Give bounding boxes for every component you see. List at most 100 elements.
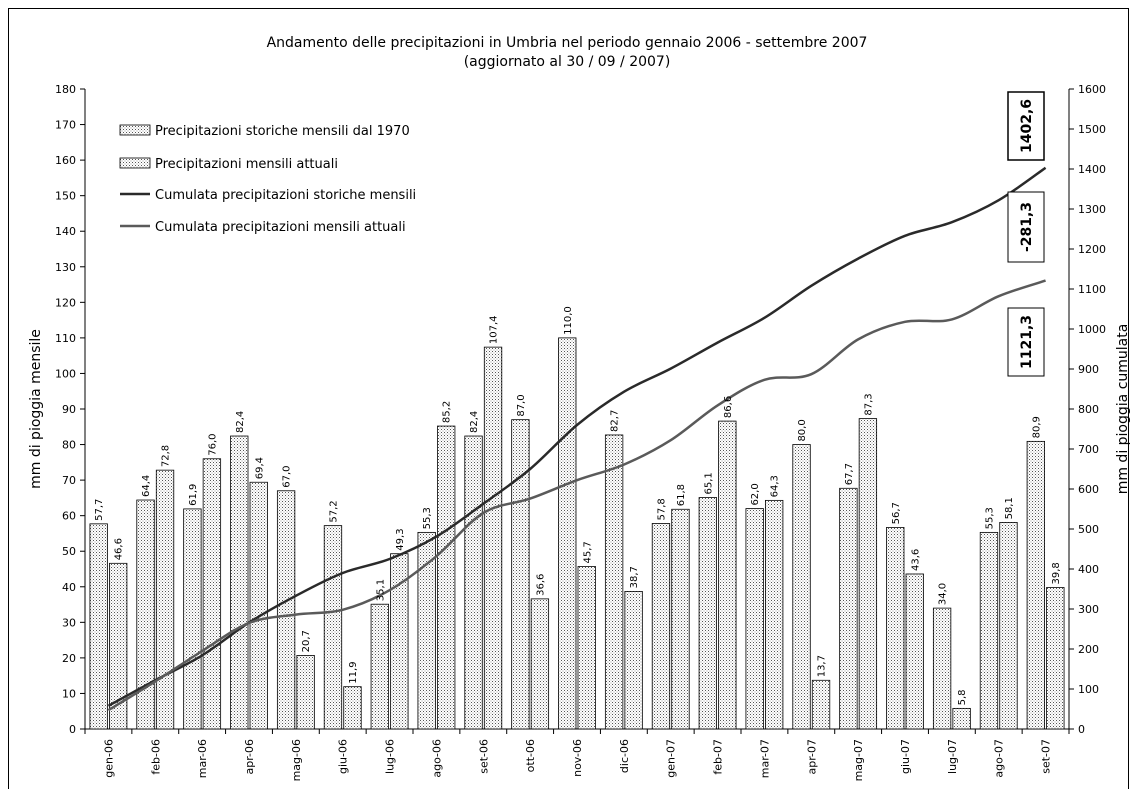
bar-current <box>249 481 268 730</box>
bar-current <box>905 573 924 730</box>
data-label: 56,7 <box>891 502 902 524</box>
x-tick-label: set-07 <box>1040 739 1053 774</box>
y2-tick-label: 300 <box>1078 603 1099 616</box>
x-tick-label: mar-06 <box>196 739 209 778</box>
data-label: 72,8 <box>161 445 172 467</box>
x-tick-label: ago-07 <box>993 739 1006 778</box>
data-label: 82,7 <box>610 410 621 432</box>
y2-tick-label: 500 <box>1078 523 1099 536</box>
bar-current <box>109 562 128 730</box>
annotation-total-historic-text: 1402,6 <box>1019 99 1035 153</box>
x-tick-label: feb-06 <box>149 739 162 775</box>
y-tick-label: 0 <box>69 723 76 736</box>
y-axis-left-ticks: 0 10 20 30 40 50 60 70 80 90 100 110 120 130 140 150 160… <box>55 83 85 736</box>
y-tick-label: 30 <box>62 616 76 629</box>
legend-label-cumulative-current: Cumulata precipitazioni mensili attuali <box>155 220 406 235</box>
data-label: 62,0 <box>750 483 761 505</box>
annotation-total-historic: 1402,6 <box>1007 91 1045 161</box>
data-label: 107,4 <box>489 315 500 344</box>
data-label: 35,1 <box>375 579 386 601</box>
y-tick-label: 10 <box>62 687 76 700</box>
bar-current <box>296 655 315 730</box>
data-label: 34,0 <box>938 583 949 605</box>
legend-label-historic: Precipitazioni storiche mensili dal 1970 <box>155 124 410 139</box>
y2-tick-label: 1000 <box>1078 323 1106 336</box>
y-tick-label: 160 <box>55 154 76 167</box>
bar-current <box>437 425 456 730</box>
chart-title: Andamento delle precipitazioni in Umbria… <box>267 35 868 51</box>
x-tick-label: set-06 <box>477 739 490 774</box>
bar-current <box>343 686 362 730</box>
x-tick-label: lug-06 <box>384 739 397 774</box>
bar-historic <box>651 523 671 730</box>
data-label: 11,9 <box>348 661 359 683</box>
y-tick-label: 20 <box>62 652 76 665</box>
data-label: 80,9 <box>1031 416 1042 438</box>
data-label: 43,6 <box>910 549 921 571</box>
data-label: 64,4 <box>141 475 152 497</box>
bar-current <box>718 420 737 730</box>
bar-current <box>155 469 175 730</box>
x-tick-label: apr-06 <box>243 739 256 775</box>
bars <box>89 337 1065 730</box>
bar-current <box>811 679 831 730</box>
line-cumulative-current <box>107 279 1046 712</box>
bar-current <box>858 418 878 730</box>
legend-swatch-current <box>119 157 151 169</box>
y2-tick-label: 900 <box>1078 363 1099 376</box>
bar-historic <box>698 497 717 730</box>
bar-current <box>952 707 971 730</box>
bar-historic <box>511 419 530 730</box>
legend: Precipitazioni storiche mensili dal 1970… <box>119 124 416 235</box>
bar-current <box>765 499 784 730</box>
bar-historic <box>230 435 249 730</box>
y-tick-label: 110 <box>55 332 76 345</box>
y-tick-label: 100 <box>55 367 76 380</box>
data-label: 20,7 <box>301 630 312 652</box>
x-tick-label: mag-06 <box>290 739 303 781</box>
legend-label-current: Precipitazioni mensili attuali <box>155 157 338 172</box>
bar-current <box>1046 587 1065 730</box>
data-label: 76,0 <box>207 434 218 456</box>
chart-subtitle: (aggiornato al 30 / 09 / 2007) <box>464 54 671 70</box>
bar-historic <box>417 531 436 730</box>
bar-data-labels: 57,7 46,6 64,4 72,8 61,9 76,0 82,4 69,4 67,0 20,7… <box>94 306 1062 705</box>
x-tick-label: nov-06 <box>571 739 584 777</box>
y-axis-left-title: mm di pioggia mensile <box>28 329 44 489</box>
bar-historic <box>370 603 389 730</box>
data-label: 69,4 <box>254 457 265 479</box>
data-label: 87,3 <box>863 393 874 415</box>
chart-frame <box>8 8 1129 794</box>
y2-tick-label: 1100 <box>1078 283 1106 296</box>
data-label: 46,6 <box>114 538 125 560</box>
data-label: 82,4 <box>469 411 480 433</box>
bar-historic <box>183 508 202 730</box>
data-label: 86,6 <box>723 396 734 418</box>
x-tick-label: dic-06 <box>618 739 631 773</box>
bar-historic <box>464 435 483 730</box>
annotation-difference-text: -281,3 <box>1019 202 1035 252</box>
bar-current <box>671 508 690 730</box>
data-label: 80,0 <box>797 419 808 441</box>
data-label: 87,0 <box>516 394 527 416</box>
bar-current <box>624 591 643 730</box>
data-label: 61,9 <box>188 484 199 506</box>
y2-tick-label: 1500 <box>1078 123 1106 136</box>
bar-historic <box>276 490 296 730</box>
legend-swatch-historic <box>119 124 151 136</box>
data-label: 61,8 <box>676 484 687 506</box>
data-label: 5,8 <box>957 689 968 705</box>
bar-current <box>530 598 550 730</box>
data-label: 45,7 <box>582 541 593 563</box>
data-label: 110,0 <box>563 306 574 335</box>
x-tick-label: ago-06 <box>430 739 443 778</box>
cumulative-lines <box>107 166 1047 712</box>
data-label: 58,1 <box>1004 497 1015 519</box>
annotation-difference: -281,3 <box>1007 191 1045 263</box>
x-axis-categories: gen-06 feb-06 mar-06 apr-06 mag-06 giu-06 lug-… <box>84 729 1070 781</box>
y-tick-label: 80 <box>62 439 76 452</box>
y2-tick-label: 100 <box>1078 683 1099 696</box>
bar-historic <box>792 444 811 730</box>
